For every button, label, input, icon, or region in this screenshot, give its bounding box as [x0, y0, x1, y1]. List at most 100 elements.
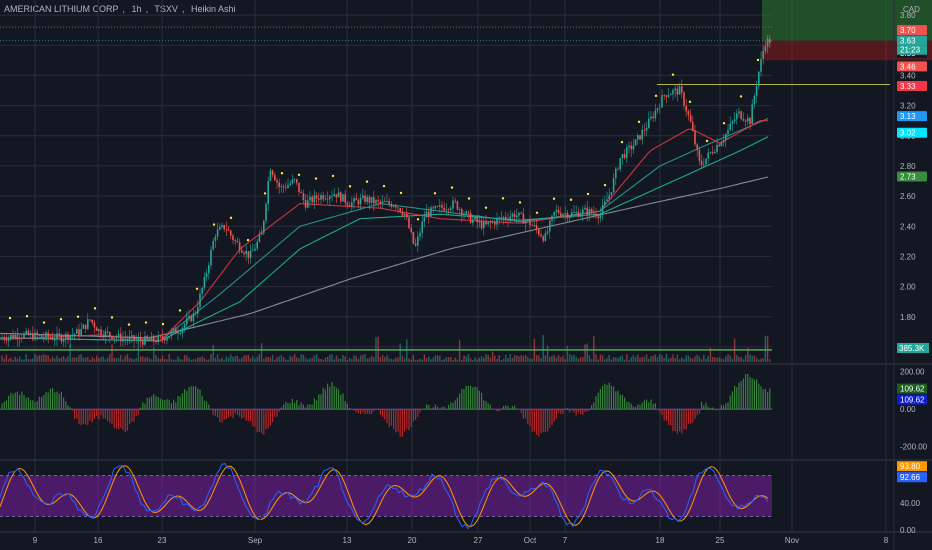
volume-bar — [260, 343, 263, 362]
volume-bar — [439, 355, 441, 362]
volume-bar — [333, 359, 335, 362]
volume-bar — [758, 359, 760, 362]
price-tag-box — [897, 25, 927, 36]
osc-bar — [335, 387, 337, 410]
candle-body — [753, 95, 756, 105]
osc-bar — [595, 396, 597, 410]
candle-body — [89, 319, 91, 321]
candle-body — [744, 120, 747, 122]
time-tick-label: 8 — [884, 536, 889, 545]
volume-bar — [98, 358, 100, 362]
volume-bar — [342, 355, 344, 362]
candle-body — [705, 158, 707, 165]
candle-body — [720, 142, 723, 147]
osc-bar — [186, 391, 188, 410]
volume-bar — [685, 355, 687, 362]
candle-body — [212, 240, 214, 250]
price-tick-label: 2.40 — [900, 222, 916, 231]
candle-body — [634, 139, 637, 146]
osc-bar — [71, 409, 73, 411]
pivot-high-dot — [586, 192, 590, 196]
osc-bar — [113, 409, 115, 428]
osc-bar — [540, 409, 542, 434]
osc-bar — [723, 405, 725, 410]
volume-bar — [14, 356, 16, 362]
candle-body — [203, 276, 206, 288]
candle-body — [166, 337, 168, 341]
volume-bar — [551, 355, 553, 362]
osc-bar — [450, 402, 452, 410]
osc-bar — [439, 409, 441, 410]
osc-bar — [738, 382, 740, 410]
candle-body — [520, 212, 522, 214]
osc-bar — [423, 408, 425, 410]
volume-bar — [271, 355, 274, 362]
osc-bar — [357, 409, 359, 414]
osc-bar — [624, 397, 626, 410]
horizontal-lines[interactable] — [0, 26, 890, 351]
osc-bar — [588, 409, 590, 411]
osc-bar — [206, 401, 208, 410]
candle-body — [51, 337, 54, 340]
osc-bar — [91, 409, 93, 423]
volume-bar — [93, 358, 96, 362]
volume-bar — [166, 359, 168, 362]
osc-bar — [718, 409, 720, 410]
candle-body — [714, 151, 716, 154]
candle-body — [49, 337, 52, 338]
pivot-high-dot — [688, 100, 692, 104]
oscillator-histogram — [0, 373, 772, 437]
osc-bar — [118, 409, 120, 430]
osc-bar — [109, 409, 111, 423]
candle-body — [645, 127, 648, 131]
osc-bar — [760, 386, 762, 410]
chart-style-label[interactable]: Heikin Ashi — [190, 4, 236, 14]
candle-body — [443, 207, 445, 211]
candle-body — [62, 339, 65, 342]
osc-bar — [465, 385, 467, 410]
osc-bar — [254, 409, 256, 427]
volume-bar — [49, 358, 52, 362]
osc-bar — [43, 395, 45, 410]
volume-bar — [650, 356, 652, 362]
candle-body — [648, 118, 650, 128]
volume-bar — [135, 357, 137, 362]
candle-body — [43, 336, 45, 338]
candle-body — [531, 225, 533, 226]
price-axis[interactable]: CAD3.803.603.403.203.002.802.602.402.202… — [900, 5, 928, 535]
candle-body — [1, 337, 3, 339]
volume-bar — [480, 355, 483, 362]
osc-bar — [63, 397, 65, 410]
osc-bar — [170, 403, 172, 410]
volume-bar — [348, 357, 351, 362]
osc-bar — [133, 409, 135, 422]
volume-bar — [102, 356, 104, 362]
candle-body — [465, 211, 467, 214]
candle-body — [280, 186, 283, 188]
stoch-tag-box — [897, 461, 927, 472]
volume-bar — [656, 357, 659, 362]
symbol-name[interactable]: AMERICAN LITHIUM CORP — [4, 4, 119, 14]
price-tag-label: 3.70 — [900, 26, 916, 35]
volume-bar — [542, 334, 544, 362]
osc-bar — [456, 397, 458, 410]
candle-body — [590, 209, 593, 213]
price-tag-box — [897, 35, 927, 46]
time-axis[interactable]: 9 16 23 Sep 13 20 27 Oct 7 18 25 Nov 8 — [33, 536, 889, 545]
osc-bar — [344, 401, 346, 410]
osc-bar — [298, 405, 300, 410]
volume-bar — [736, 354, 738, 362]
volume-bar — [476, 359, 478, 362]
candle-body — [731, 121, 734, 124]
candle-body — [463, 213, 465, 215]
volume-bar — [293, 354, 296, 362]
osc-bar — [637, 404, 639, 410]
candle-body — [181, 327, 184, 333]
candle-body — [5, 339, 8, 341]
volume-bar — [170, 359, 173, 362]
price-tick-label: 2.20 — [900, 252, 916, 261]
interval-label[interactable]: 1h — [131, 4, 142, 14]
volume-bar — [51, 356, 54, 362]
volume-bar — [740, 357, 742, 362]
